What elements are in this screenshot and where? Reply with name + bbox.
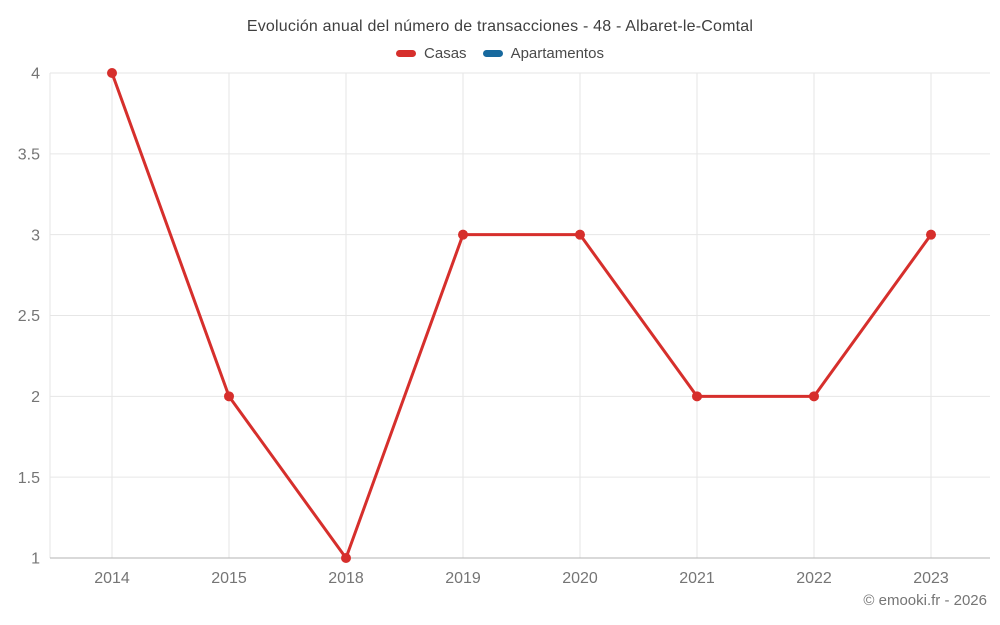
series-line-casas: [110, 71, 933, 560]
x-tick-label: 2020: [562, 570, 598, 587]
legend-item-casas[interactable]: Casas: [396, 45, 467, 62]
data-point-casas-2019: [458, 229, 468, 240]
y-tick-label: 1.5: [18, 470, 40, 487]
x-tick-label: 2018: [328, 570, 364, 587]
copyright-text: © emooki.fr - 2026: [863, 592, 987, 609]
x-tick-label: 2023: [913, 570, 949, 587]
x-tick-label: 2014: [94, 570, 130, 587]
data-point-casas-2018: [341, 553, 351, 563]
x-tick-label: 2021: [679, 570, 715, 587]
legend: Casas Apartamentos: [0, 45, 1000, 62]
data-point-casas-2015: [224, 391, 234, 402]
legend-item-apartamentos[interactable]: Apartamentos: [482, 45, 604, 62]
y-tick-label: 2.5: [18, 308, 40, 325]
x-tick-label: 2019: [445, 570, 481, 587]
x-tick-label: 2015: [211, 570, 247, 587]
data-point-casas-2020: [575, 229, 585, 240]
y-tick-label: 3: [31, 227, 40, 244]
data-point-casas-2021: [692, 391, 702, 402]
chart-title: Evolución anual del número de transaccio…: [246, 18, 754, 35]
y-tick-label: 4: [31, 66, 40, 83]
y-tick-label: 3.5: [18, 146, 40, 163]
legend-swatch-casas: [396, 50, 417, 57]
data-point-casas-2023: [926, 229, 936, 240]
x-tick-label: 2022: [796, 570, 832, 587]
data-point-casas-2014: [107, 68, 117, 78]
y-tick-label: 1: [31, 551, 40, 568]
legend-label: Apartamentos: [510, 45, 604, 62]
legend-swatch-apartamentos: [482, 50, 503, 57]
legend-label: Casas: [424, 45, 467, 62]
data-point-casas-2022: [809, 391, 819, 402]
y-tick-label: 2: [31, 389, 40, 406]
